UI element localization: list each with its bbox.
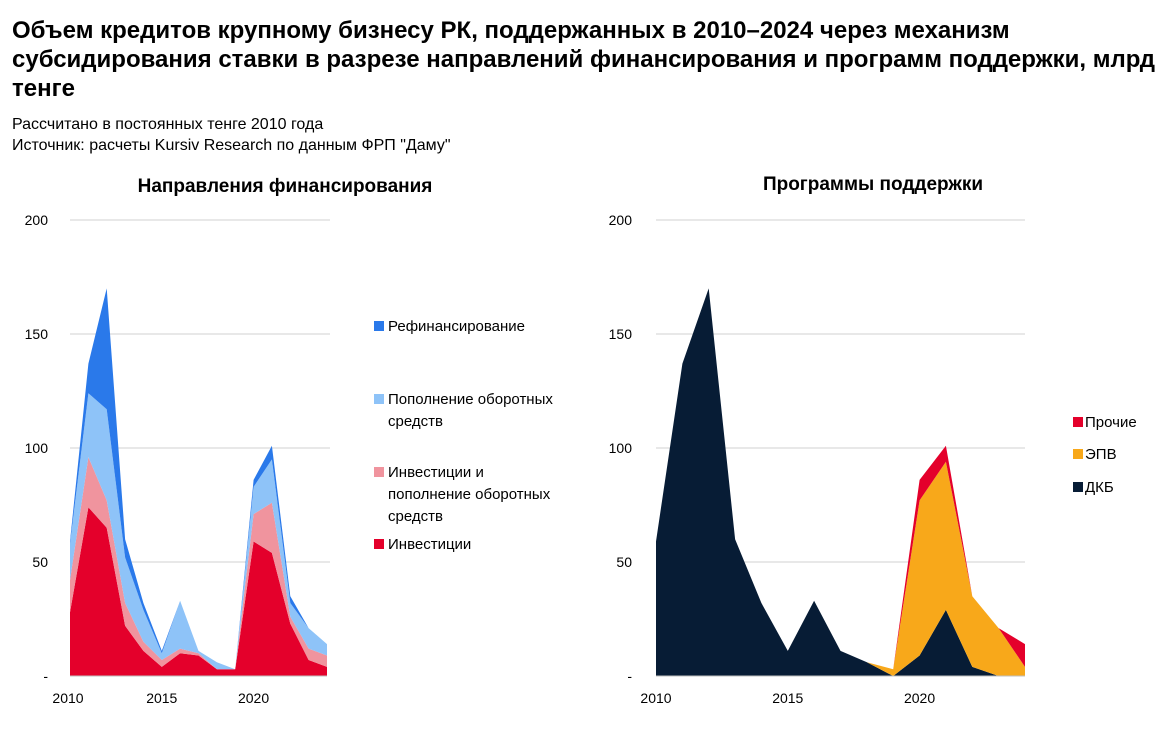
chart-panel-2: Программы поддержки - 50 100 150 200 2010 2015 2… — [609, 174, 1137, 706]
legend-label: Рефинансирование — [388, 318, 525, 335]
y-tick-label: 50 — [616, 554, 632, 570]
chart-title: Объем кредитов крупному бизнесу РК, подд… — [12, 17, 1156, 102]
legend-label: Инвестиции — [388, 536, 471, 553]
area-series — [656, 288, 1025, 676]
x-tick-label: 2010 — [52, 690, 83, 706]
legend-swatch — [1073, 449, 1083, 459]
area-series — [70, 457, 327, 670]
panel-title: Программы поддержки — [763, 174, 983, 195]
legend-swatch — [374, 321, 384, 331]
y-tick-label: 50 — [32, 554, 48, 570]
y-tick-label: 100 — [25, 440, 49, 456]
x-tick-label: 2015 — [146, 690, 177, 706]
x-tick-label: 2020 — [238, 690, 269, 706]
legend-swatch — [374, 467, 384, 477]
y-tick-label: 200 — [25, 212, 49, 228]
legend-label: Пополнение оборотных средств — [388, 391, 553, 430]
legend-label: Прочие — [1085, 414, 1137, 431]
legend-label: Инвестиции и пополнение оборотных средств — [388, 464, 551, 525]
legend-label: ДКБ — [1085, 479, 1114, 496]
y-tick-label: - — [627, 668, 632, 684]
area-series — [70, 393, 327, 670]
chart-subtitle: Рассчитано в постоянных тенге 2010 года — [12, 116, 324, 133]
legend-swatch — [1073, 417, 1083, 427]
legend-label: ЭПВ — [1085, 446, 1117, 463]
area-series — [656, 288, 1025, 670]
y-tick-label: 150 — [609, 326, 633, 342]
chart-panel-1: Направления финансирования - 50 100 150 200 20… — [25, 176, 554, 706]
chart-source: Источник: расчеты Kursiv Research по дан… — [12, 137, 451, 154]
legend-swatch — [1073, 482, 1083, 492]
area-series — [656, 288, 1025, 676]
x-tick-label: 2015 — [772, 690, 803, 706]
panel-title: Направления финансирования — [138, 176, 433, 197]
legend-swatch — [374, 539, 384, 549]
y-tick-label: 200 — [609, 212, 633, 228]
y-tick-label: 100 — [609, 440, 633, 456]
y-tick-label: 150 — [25, 326, 49, 342]
legend-swatch — [374, 394, 384, 404]
x-tick-label: 2010 — [640, 690, 671, 706]
area-series — [70, 288, 327, 670]
y-tick-label: - — [43, 668, 48, 684]
area-series — [70, 507, 327, 676]
x-tick-label: 2020 — [904, 690, 935, 706]
